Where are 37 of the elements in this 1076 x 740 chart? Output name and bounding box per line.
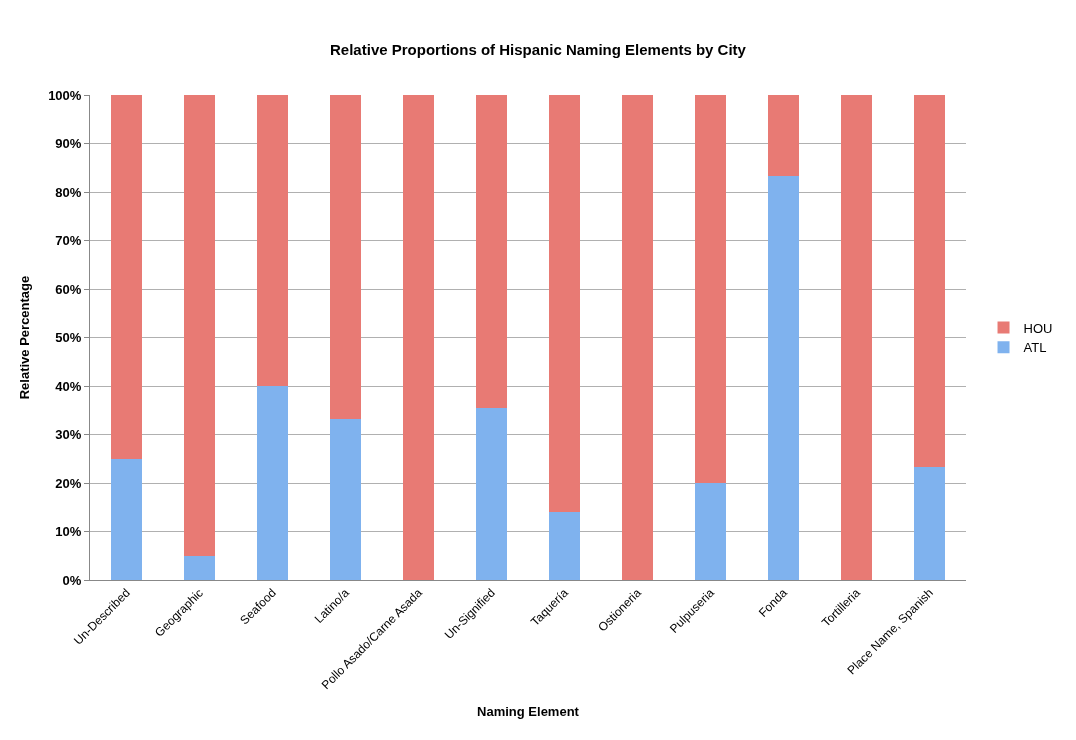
bar	[914, 95, 945, 467]
bar	[841, 95, 872, 580]
y-tick-label: 90%	[55, 136, 82, 152]
x-axis-title: Naming Element	[477, 703, 580, 719]
bar	[184, 555, 215, 580]
y-tick-label: 60%	[55, 281, 82, 297]
bar	[622, 95, 653, 580]
bar	[768, 176, 799, 580]
legend-label: ATL	[1023, 340, 1047, 356]
legend-label: HOU	[1023, 320, 1053, 336]
bar	[330, 95, 361, 419]
y-tick-label: 0%	[62, 572, 82, 588]
bar	[111, 95, 142, 459]
bar	[476, 407, 507, 580]
bar	[768, 95, 799, 176]
bar	[695, 483, 726, 580]
bar	[184, 95, 215, 556]
y-tick-label: 10%	[55, 524, 82, 540]
y-tick-label: 50%	[55, 330, 82, 346]
bar	[476, 95, 507, 408]
y-tick-label: 20%	[55, 475, 82, 491]
bar	[549, 95, 580, 513]
bar	[403, 95, 434, 580]
y-axis-title: Relative Percentage	[17, 275, 33, 400]
y-tick-label: 100%	[48, 87, 82, 103]
y-tick-label: 80%	[55, 184, 82, 200]
y-tick-label: 70%	[55, 233, 82, 249]
bar	[330, 418, 361, 580]
bar	[914, 466, 945, 580]
bar	[257, 386, 288, 580]
bar	[549, 512, 580, 580]
chart-title: Relative Proportions of Hispanic Naming Elements by City	[330, 40, 747, 58]
y-tick-label: 40%	[55, 378, 82, 394]
y-tick-label: 30%	[55, 427, 82, 443]
bar	[257, 95, 288, 386]
bar	[111, 458, 142, 580]
bar	[695, 95, 726, 483]
